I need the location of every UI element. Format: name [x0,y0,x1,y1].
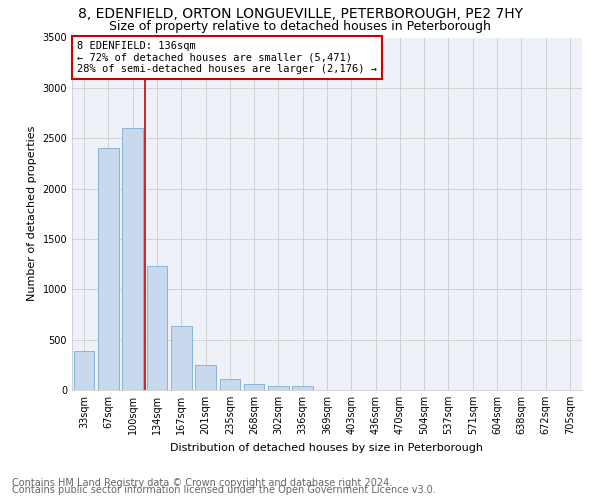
Bar [74,350,94,390]
Bar [220,379,240,390]
Bar [98,148,119,390]
Text: Contains HM Land Registry data © Crown copyright and database right 2024.: Contains HM Land Registry data © Crown c… [12,478,392,488]
Bar [244,384,265,390]
Y-axis label: Number of detached properties: Number of detached properties [27,126,37,302]
Text: Size of property relative to detached houses in Peterborough: Size of property relative to detached ho… [109,20,491,33]
Bar [146,266,167,390]
Bar [268,386,289,390]
X-axis label: Distribution of detached houses by size in Peterborough: Distribution of detached houses by size … [170,442,484,452]
Bar [122,128,143,390]
Bar [171,326,191,390]
Bar [195,365,216,390]
Text: 8, EDENFIELD, ORTON LONGUEVILLE, PETERBOROUGH, PE2 7HY: 8, EDENFIELD, ORTON LONGUEVILLE, PETERBO… [77,8,523,22]
Bar [292,386,313,390]
Text: 8 EDENFIELD: 136sqm
← 72% of detached houses are smaller (5,471)
28% of semi-det: 8 EDENFIELD: 136sqm ← 72% of detached ho… [77,41,377,74]
Text: Contains public sector information licensed under the Open Government Licence v3: Contains public sector information licen… [12,485,436,495]
